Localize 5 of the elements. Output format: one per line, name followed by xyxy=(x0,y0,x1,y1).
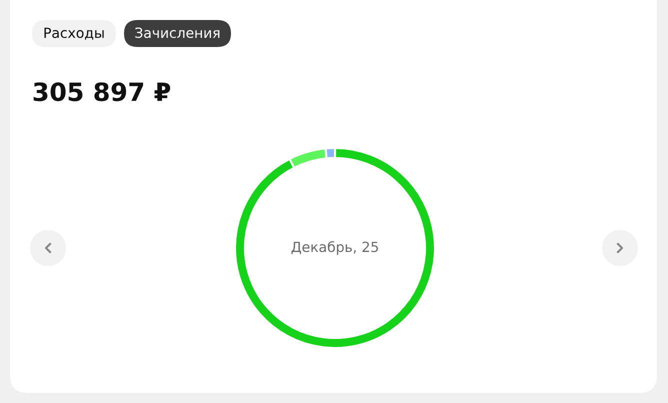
chart-title: 305 897 ₽ xyxy=(34,82,170,102)
donut-slice xyxy=(234,146,436,350)
text: Расходы xyxy=(44,28,104,40)
text: Декабрь, 25 xyxy=(292,241,378,255)
text: Зачисления xyxy=(135,28,220,38)
